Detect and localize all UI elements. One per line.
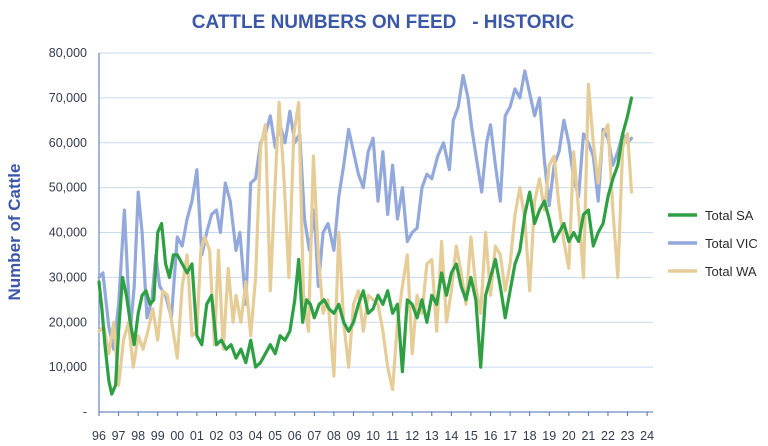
- series-lines: [97, 69, 634, 396]
- x-tick-label: 22: [601, 429, 615, 443]
- legend-label: Total VIC: [705, 236, 758, 251]
- x-tick-label: 15: [464, 429, 478, 443]
- chart-title: CATTLE NUMBERS ON FEED - HISTORIC: [192, 12, 575, 33]
- legend-label: Total WA: [705, 264, 757, 279]
- x-tick-label: 06: [288, 429, 302, 443]
- y-tick-label: 50,000: [49, 181, 87, 195]
- y-tick-label: 10,000: [49, 360, 87, 374]
- x-tick-label: 05: [268, 429, 282, 443]
- x-tick-label: 08: [327, 429, 341, 443]
- x-tick-label: 12: [405, 429, 419, 443]
- series-line-total-vic: [97, 69, 634, 351]
- x-tick-label: 01: [190, 429, 204, 443]
- x-tick-label: 24: [640, 429, 654, 443]
- y-tick-label: 70,000: [49, 91, 87, 105]
- x-tick-label: 13: [425, 429, 439, 443]
- x-axis-ticks: 96 97 98 99 00 01 02 03 04 05 06 07 08 09 10 11 12 13 14 15…: [92, 412, 654, 443]
- x-tick-label: 10: [366, 429, 380, 443]
- y-tick-label: 60,000: [49, 136, 87, 150]
- x-tick-label: 20: [562, 429, 576, 443]
- x-tick-label: 96: [92, 429, 106, 443]
- x-tick-label: 23: [621, 429, 635, 443]
- series-line-total-wa: [97, 82, 634, 392]
- x-tick-label: 19: [542, 429, 556, 443]
- legend: Total SA Total VIC Total WA: [668, 208, 758, 279]
- x-tick-label: 02: [210, 429, 224, 443]
- y-axis-label: Number of Cattle: [5, 164, 24, 301]
- x-tick-label: 04: [249, 429, 263, 443]
- x-tick-label: 16: [484, 429, 498, 443]
- x-tick-label: 14: [444, 429, 458, 443]
- x-tick-label: 99: [151, 429, 165, 443]
- x-tick-label: 07: [307, 429, 321, 443]
- legend-label: Total SA: [705, 208, 754, 223]
- x-tick-label: 21: [581, 429, 595, 443]
- x-tick-label: 18: [523, 429, 537, 443]
- series-line-total-sa: [97, 96, 634, 396]
- x-tick-label: 97: [112, 429, 126, 443]
- x-tick-label: 09: [347, 429, 361, 443]
- y-tick-label: 80,000: [49, 46, 87, 60]
- y-tick-label: -: [83, 405, 87, 419]
- x-tick-label: 98: [131, 429, 145, 443]
- axes: [98, 53, 653, 413]
- x-tick-label: 03: [229, 429, 243, 443]
- y-tick-label: 40,000: [49, 226, 87, 240]
- y-axis-ticks: - 10,000 20,000 30,000 40,000 50,000 60,000 70,…: [49, 46, 87, 419]
- x-tick-label: 00: [170, 429, 184, 443]
- x-tick-label: 17: [503, 429, 517, 443]
- y-tick-label: 20,000: [49, 315, 87, 329]
- y-tick-label: 30,000: [49, 270, 87, 284]
- x-tick-label: 11: [386, 429, 399, 443]
